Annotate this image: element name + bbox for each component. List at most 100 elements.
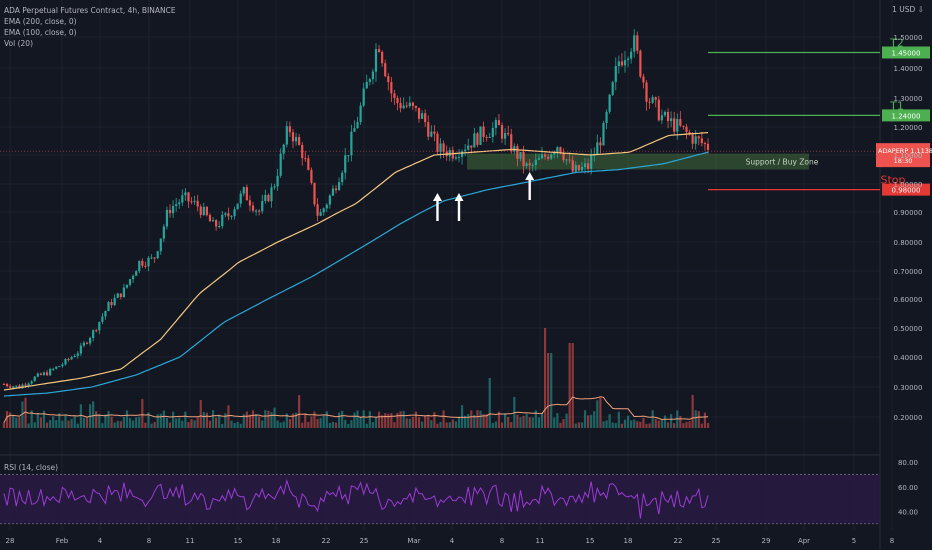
volume-bar [577, 422, 580, 428]
volume-bar [633, 419, 636, 428]
volume-bar [98, 414, 101, 428]
volume-bar [190, 419, 193, 428]
candle-body [399, 103, 402, 109]
volume-bar [58, 413, 61, 428]
candle-body [95, 330, 98, 332]
candle-body [251, 205, 255, 211]
target-price-tag [882, 109, 930, 122]
candle-body [175, 204, 178, 206]
candle-body [633, 35, 636, 52]
candle-body [67, 359, 70, 361]
candle-body [519, 151, 522, 159]
volume-bar [70, 418, 73, 428]
rsi-pane [0, 474, 880, 525]
volume-bar [52, 416, 55, 428]
volume-bar [36, 412, 39, 428]
volume-bar [132, 420, 135, 428]
candle-body [436, 133, 439, 152]
candle-body [294, 137, 298, 142]
candle-body [608, 94, 611, 112]
volume-bar [365, 423, 368, 428]
candle-body [33, 376, 36, 382]
candle-body [27, 383, 30, 386]
volume-bar [125, 410, 129, 428]
candle-body [371, 71, 375, 80]
volume-bar [147, 412, 150, 428]
volume-bar [679, 416, 682, 428]
volume-bar [562, 419, 565, 428]
volume-bar [181, 420, 184, 428]
candle-body [184, 192, 187, 196]
volume-bar [430, 420, 433, 428]
candle-body [171, 205, 175, 214]
price-tick-label: 0.90000 [894, 209, 923, 217]
volume-bar [233, 423, 236, 428]
volume-bar [282, 421, 285, 428]
volume-bar [599, 397, 602, 428]
candle-body [580, 166, 584, 171]
price-tick-label: 0.40000 [894, 354, 923, 362]
volume-bar [298, 395, 301, 428]
volume-bar [227, 405, 230, 428]
candle-body [110, 302, 113, 306]
candle-body [556, 147, 559, 153]
grid-lines [0, 0, 893, 550]
candle-body [313, 182, 316, 205]
volume-bar [500, 422, 504, 428]
candle-body [602, 122, 605, 146]
volume-bar [64, 414, 67, 428]
volume-bar [316, 418, 319, 428]
candle-body [248, 200, 252, 206]
candle-body [18, 385, 21, 389]
rsi-tick-label: 80.00 [898, 459, 918, 467]
volume-bar [248, 414, 252, 428]
candle-body [645, 82, 648, 102]
price-tick-label: 1.40000 [894, 65, 923, 73]
current-price-countdown: 18:30 [894, 157, 913, 165]
volume-bar [33, 422, 36, 428]
volume-bar [504, 413, 507, 428]
volume-bar [261, 420, 264, 428]
volume-bar [273, 407, 276, 428]
candle-body [396, 98, 399, 104]
time-tick-label: 15 [586, 537, 595, 545]
candles [2, 29, 710, 390]
volume-bar [390, 413, 393, 428]
legend-ema200: EMA (200, close, 0) [4, 17, 77, 26]
candle-body [113, 297, 116, 306]
volume-bar [402, 410, 405, 428]
candle-body [417, 107, 421, 119]
up-arrow [525, 172, 535, 200]
volume-bar [208, 420, 212, 428]
candle-body [402, 105, 405, 109]
time-tick-label: Mar [407, 537, 420, 545]
ema-lines [3, 132, 709, 397]
volume-bar [654, 418, 657, 428]
volume-bar [414, 411, 418, 428]
candle-body [636, 35, 639, 51]
candle-body [285, 126, 288, 145]
volume-bar [156, 414, 159, 428]
candle-body [316, 204, 319, 216]
volume-bar [417, 417, 421, 428]
volume-bar [82, 417, 86, 428]
volume-bar [399, 411, 402, 428]
volume-bar [215, 417, 218, 428]
volume-bar [15, 417, 18, 428]
volume-bar [571, 343, 574, 428]
volume-bar [663, 415, 667, 428]
price-tick-label: 0.70000 [894, 268, 923, 276]
volume-bar [45, 422, 49, 428]
volume-bar [439, 421, 442, 428]
volume-bar [457, 416, 461, 428]
volume-bar [344, 419, 347, 428]
volume-bar [574, 423, 577, 428]
volume-bar [550, 353, 553, 428]
candle-body [258, 210, 261, 212]
volume-bar [61, 420, 64, 428]
volume-bar [494, 421, 497, 428]
candle-body [319, 212, 322, 216]
volume-bar [485, 414, 488, 428]
price-tick-label: 0.30000 [894, 384, 923, 392]
